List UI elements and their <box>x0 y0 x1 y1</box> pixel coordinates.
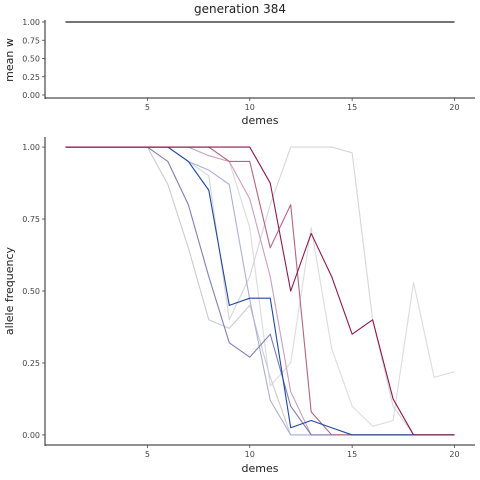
allele-frequency-y-tick-label: 0.00 <box>22 431 40 440</box>
mean-w-y-tick-label: 0.25 <box>22 73 40 82</box>
mean-w-x-tick-label: 20 <box>449 103 459 112</box>
mean-w-y-tick-label: 0.75 <box>22 36 40 45</box>
mean-w-x-tick-label: 15 <box>347 103 357 112</box>
allele-frequency-series-group <box>65 146 455 436</box>
allele-frequency-series-line-8 <box>65 146 455 436</box>
allele-frequency-series-line-7 <box>65 146 455 436</box>
mean-w-y-axis-label: mean w <box>3 38 16 82</box>
allele-frequency-series-line-4 <box>65 146 455 436</box>
allele-frequency-series-line-1 <box>65 146 455 427</box>
allele-frequency-y-tick-label: 0.50 <box>22 287 40 296</box>
allele-frequency-x-tick-label: 15 <box>347 450 357 459</box>
mean-w-x-tick-label: 10 <box>245 103 255 112</box>
allele-frequency-x-tick-label: 20 <box>449 450 459 459</box>
mean-w-y-tick-label: 0.00 <box>22 91 40 100</box>
allele-frequency-panel: 0.00 0.25 0.50 0.75 1.00 5 10 15 20 demes allel… <box>3 137 475 475</box>
mean-w-x-ticks: 5 10 15 20 <box>145 98 460 112</box>
allele-frequency-y-axis-label: allele frequency <box>3 246 16 335</box>
allele-frequency-x-axis-label: demes <box>242 462 279 475</box>
allele-frequency-y-tick-label: 1.00 <box>22 143 40 152</box>
allele-frequency-series-line-2 <box>65 146 455 436</box>
chart-title: generation 384 <box>194 2 286 16</box>
mean-w-panel: generation 384 0.00 0.25 0.50 0.75 1.00 5 10 1… <box>3 2 475 127</box>
mean-w-y-tick-label: 0.50 <box>22 55 40 64</box>
mean-w-y-ticks: 0.00 0.25 0.50 0.75 1.00 <box>22 18 45 100</box>
allele-frequency-series-line-9 <box>65 146 455 436</box>
allele-frequency-series-line-5 <box>65 146 455 436</box>
mean-w-x-axis-label: demes <box>242 114 279 127</box>
allele-frequency-x-ticks: 5 10 15 20 <box>145 445 460 459</box>
allele-frequency-series-line-6 <box>65 146 455 436</box>
allele-frequency-y-tick-label: 0.75 <box>22 215 40 224</box>
mean-w-x-tick-label: 5 <box>145 103 150 112</box>
allele-frequency-y-tick-label: 0.25 <box>22 359 40 368</box>
allele-frequency-x-tick-label: 5 <box>145 450 150 459</box>
mean-w-y-tick-label: 1.00 <box>22 18 40 27</box>
allele-frequency-series-line-3 <box>65 146 455 436</box>
allele-frequency-y-ticks: 0.00 0.25 0.50 0.75 1.00 <box>22 143 45 440</box>
allele-frequency-x-tick-label: 10 <box>245 450 255 459</box>
